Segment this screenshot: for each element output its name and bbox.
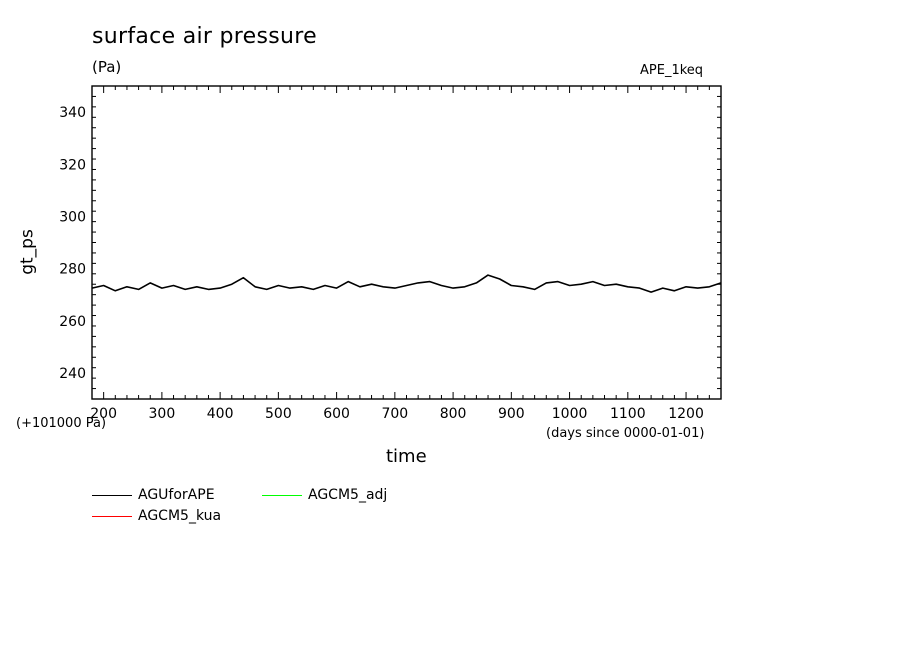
legend-swatch bbox=[92, 515, 132, 517]
legend-item-agcm5-adj: AGCM5_adj bbox=[262, 487, 387, 503]
y-tick-label: 320 bbox=[59, 157, 86, 173]
y-tick-label: 260 bbox=[59, 314, 86, 330]
x-tick-label: 1000 bbox=[552, 406, 588, 422]
units-label: (Pa) bbox=[92, 58, 122, 76]
legend-item-agcm5-kua: AGCM5_kua bbox=[92, 508, 221, 524]
legend-label: AGCM5_adj bbox=[308, 487, 388, 503]
y-tick-label: 340 bbox=[59, 105, 86, 121]
chart-title: surface air pressure bbox=[92, 24, 317, 49]
x-axis-label: time bbox=[386, 446, 427, 467]
x-tick-label: 500 bbox=[265, 406, 292, 422]
x-tick-label: 1100 bbox=[610, 406, 646, 422]
y-tick-label: 300 bbox=[59, 209, 86, 225]
x-tick-label: 200 bbox=[90, 406, 117, 422]
x-tick-label: 1200 bbox=[668, 406, 704, 422]
legend-item-aguforape: AGUforAPE bbox=[92, 487, 215, 503]
x-tick-label: 600 bbox=[323, 406, 350, 422]
legend-label: AGCM5_kua bbox=[138, 508, 222, 524]
x-tick-label: 800 bbox=[440, 406, 467, 422]
legend-swatch bbox=[92, 494, 132, 496]
experiment-label: APE_1keq bbox=[640, 63, 704, 78]
legend-label: AGUforAPE bbox=[138, 487, 215, 503]
y-tick-label: 240 bbox=[59, 366, 86, 382]
x-tick-label: 900 bbox=[498, 406, 525, 422]
legend-swatch bbox=[262, 494, 302, 496]
y-axis-label: gt_ps bbox=[17, 229, 38, 275]
series-line-aguforape bbox=[91, 274, 722, 293]
x-tick-label: 300 bbox=[149, 406, 176, 422]
plot-frame bbox=[91, 85, 722, 400]
x-tick-label: 400 bbox=[207, 406, 234, 422]
x-tick-label: 700 bbox=[381, 406, 408, 422]
x-units-label: (days since 0000-01-01) bbox=[546, 426, 705, 441]
y-offset-label: (+101000 Pa) bbox=[16, 416, 107, 431]
y-tick-label: 280 bbox=[59, 262, 86, 278]
